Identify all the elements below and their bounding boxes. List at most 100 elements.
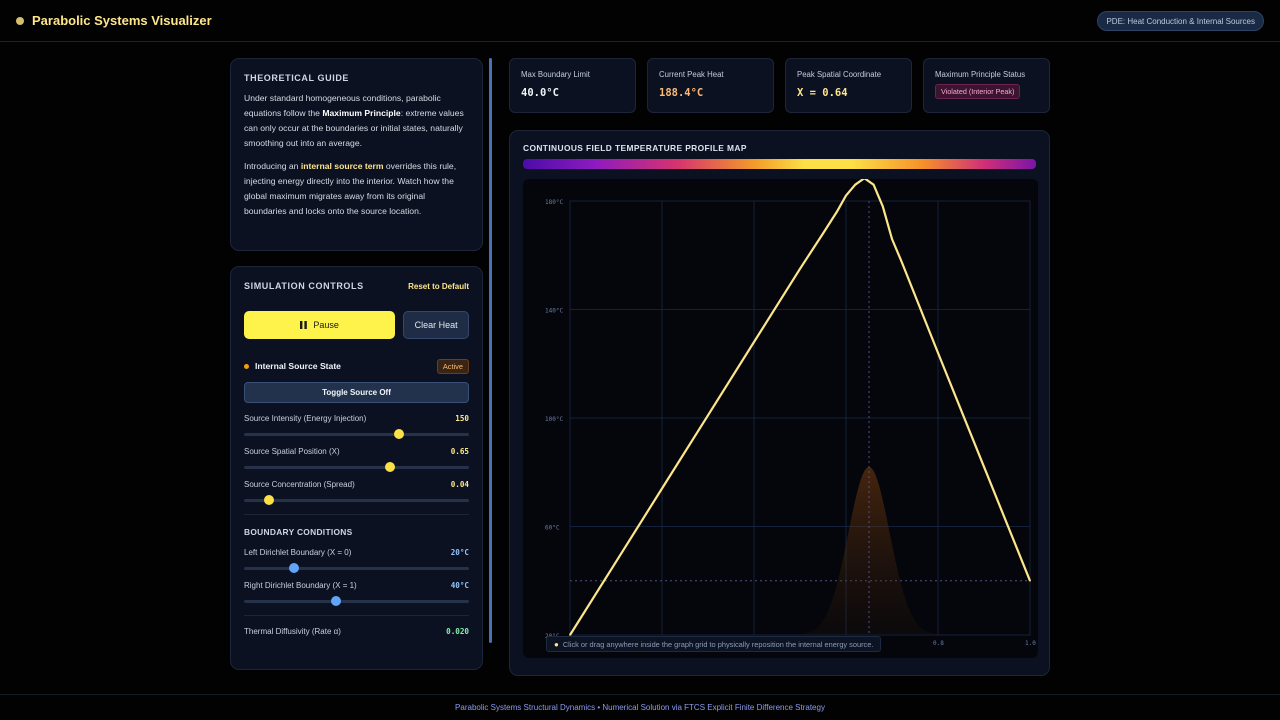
slider-track[interactable] bbox=[244, 462, 469, 472]
source-state-label: Internal Source State bbox=[255, 361, 341, 371]
guide-p2-post: overrides this rule, injecting energy di… bbox=[244, 161, 457, 216]
principle-status-card: Maximum Principle Status Violated (Inter… bbox=[923, 58, 1050, 113]
chart-area[interactable]: 20°C60°C100°C140°C180°C0.00.20.40.60.81.… bbox=[523, 177, 1038, 658]
slider-value: 20°C bbox=[450, 548, 469, 557]
data-point bbox=[983, 466, 985, 468]
slider-label: Source Spatial Position (X) bbox=[244, 447, 340, 456]
data-point bbox=[707, 414, 709, 417]
peak-heat-value: 188.4°C bbox=[659, 87, 704, 99]
y-tick-label: 100°C bbox=[545, 416, 563, 423]
guide-paragraph-1: Under standard homogeneous conditions, p… bbox=[244, 91, 469, 151]
slider-label: Source Concentration (Spread) bbox=[244, 480, 355, 489]
peak-coordinate-value: X = 0.64 bbox=[797, 87, 848, 99]
slider-track[interactable] bbox=[244, 596, 469, 606]
principle-status-badge: Violated (Interior Peak) bbox=[935, 84, 1021, 99]
temperature-profile-panel: CONTINUOUS FIELD TEMPERATURE PROFILE MAP… bbox=[509, 130, 1050, 676]
boundary-conditions-title: BOUNDARY CONDITIONS bbox=[244, 527, 353, 537]
app-header: Parabolic Systems Visualizer PDE: Heat C… bbox=[0, 0, 1280, 42]
data-point bbox=[569, 634, 571, 636]
left-boundary-slider: Left Dirichlet Boundary (X = 0) 20°C bbox=[244, 548, 469, 573]
theoretical-guide-panel: THEORETICAL GUIDE Under standard homogen… bbox=[230, 58, 483, 251]
guide-p1-post: : extreme values can only occur at the b… bbox=[244, 108, 464, 148]
data-point bbox=[937, 352, 939, 354]
data-point bbox=[615, 561, 617, 563]
slider-thumb[interactable] bbox=[288, 563, 299, 573]
heat-colormap-bar bbox=[523, 159, 1036, 169]
max-boundary-card: Max Boundary Limit 40.0°C bbox=[509, 58, 636, 113]
slider-label: Right Dirichlet Boundary (X = 1) bbox=[244, 581, 357, 590]
slider-value: 150 bbox=[455, 414, 469, 423]
peak-heat-card: Current Peak Heat 188.4°C bbox=[647, 58, 774, 113]
chart-title: CONTINUOUS FIELD TEMPERATURE PROFILE MAP bbox=[523, 143, 747, 153]
brand-dot-icon bbox=[16, 17, 24, 25]
source-spread-slider: Source Concentration (Spread) 0.04 bbox=[244, 480, 469, 505]
chart-hint-text: Click or drag anywhere inside the graph … bbox=[562, 639, 874, 649]
slider-track[interactable] bbox=[244, 495, 469, 505]
slider-label: Source Intensity (Energy Injection) bbox=[244, 414, 367, 423]
source-term-highlight: internal source term bbox=[300, 161, 384, 171]
pause-button[interactable]: Pause bbox=[244, 311, 396, 339]
y-tick-label: 60°C bbox=[545, 525, 560, 532]
data-point bbox=[900, 259, 902, 262]
data-point bbox=[1029, 580, 1031, 582]
simulation-controls-panel: SIMULATION CONTROLS Reset to Default Pau… bbox=[230, 266, 483, 670]
data-point bbox=[845, 194, 847, 197]
source-position-slider: Source Spatial Position (X) 0.65 bbox=[244, 447, 469, 472]
y-tick-label: 180°C bbox=[545, 199, 563, 206]
slider-thumb[interactable] bbox=[331, 596, 342, 606]
slider-value: 0.04 bbox=[450, 480, 469, 489]
data-point bbox=[891, 238, 893, 240]
slider-track[interactable] bbox=[244, 563, 469, 573]
peak-coordinate-card: Peak Spatial Coordinate X = 0.64 bbox=[785, 58, 912, 113]
data-point bbox=[836, 211, 838, 213]
data-point bbox=[799, 268, 801, 270]
slider-thumb[interactable] bbox=[394, 429, 405, 439]
temperature-profile-line bbox=[569, 177, 1032, 636]
guide-paragraph-2: Introducing an internal source term over… bbox=[244, 159, 469, 219]
right-boundary-slider: Right Dirichlet Boundary (X = 1) 40°C bbox=[244, 581, 469, 606]
x-tick-label: 0.8 bbox=[933, 640, 944, 647]
x-tick-label: 1.0 bbox=[1025, 640, 1036, 647]
slider-value: 0.020 bbox=[446, 627, 469, 636]
controls-title: SIMULATION CONTROLS bbox=[244, 281, 364, 291]
section-divider bbox=[244, 615, 469, 616]
page-footer: Parabolic Systems Structural Dynamics • … bbox=[0, 694, 1280, 720]
temperature-chart[interactable]: 20°C60°C100°C140°C180°C0.00.20.40.60.81.… bbox=[523, 177, 1038, 658]
source-status-dot-icon bbox=[244, 363, 249, 369]
slider-thumb[interactable] bbox=[263, 495, 274, 505]
slider-thumb[interactable] bbox=[385, 462, 396, 472]
data-point bbox=[872, 183, 875, 186]
diffusivity-slider: Thermal Diffusivity (Rate α) 0.020 bbox=[244, 627, 469, 636]
app-title: Parabolic Systems Visualizer bbox=[32, 13, 212, 28]
guide-title: THEORETICAL GUIDE bbox=[244, 73, 350, 83]
stat-label: Current Peak Heat bbox=[659, 70, 724, 79]
source-distribution-area bbox=[800, 466, 938, 635]
slider-value: 0.65 bbox=[450, 447, 469, 456]
clear-heat-button[interactable]: Clear Heat bbox=[403, 311, 469, 339]
slider-value: 40°C bbox=[450, 581, 469, 590]
pause-icon bbox=[300, 321, 308, 329]
stat-label: Maximum Principle Status bbox=[935, 70, 1026, 79]
slider-track[interactable] bbox=[244, 429, 469, 439]
source-intensity-slider: Source Intensity (Energy Injection) 150 bbox=[244, 414, 469, 439]
panel-scrollbar[interactable] bbox=[489, 58, 492, 643]
reset-default-button[interactable]: Reset to Default bbox=[408, 281, 469, 291]
lightbulb-icon: ● bbox=[554, 639, 559, 649]
section-divider bbox=[244, 514, 469, 515]
controls-header: SIMULATION CONTROLS Reset to Default bbox=[244, 281, 469, 291]
source-active-badge: Active bbox=[436, 358, 469, 374]
data-point bbox=[882, 205, 884, 208]
toggle-source-button[interactable]: Toggle Source Off bbox=[244, 382, 469, 403]
max-boundary-value: 40.0°C bbox=[521, 87, 559, 99]
data-point bbox=[753, 341, 755, 343]
chart-hint: ● Click or drag anywhere inside the grap… bbox=[546, 636, 882, 652]
maximum-principle-term: Maximum Principle bbox=[322, 108, 401, 118]
stat-label: Max Boundary Limit bbox=[521, 70, 590, 79]
source-state-row: Internal Source State Active bbox=[244, 358, 469, 374]
data-point bbox=[822, 232, 824, 235]
data-point bbox=[661, 487, 663, 490]
slider-label: Left Dirichlet Boundary (X = 0) bbox=[244, 548, 352, 557]
y-tick-label: 140°C bbox=[545, 308, 563, 315]
data-point bbox=[854, 183, 856, 186]
stat-label: Peak Spatial Coordinate bbox=[797, 70, 882, 79]
